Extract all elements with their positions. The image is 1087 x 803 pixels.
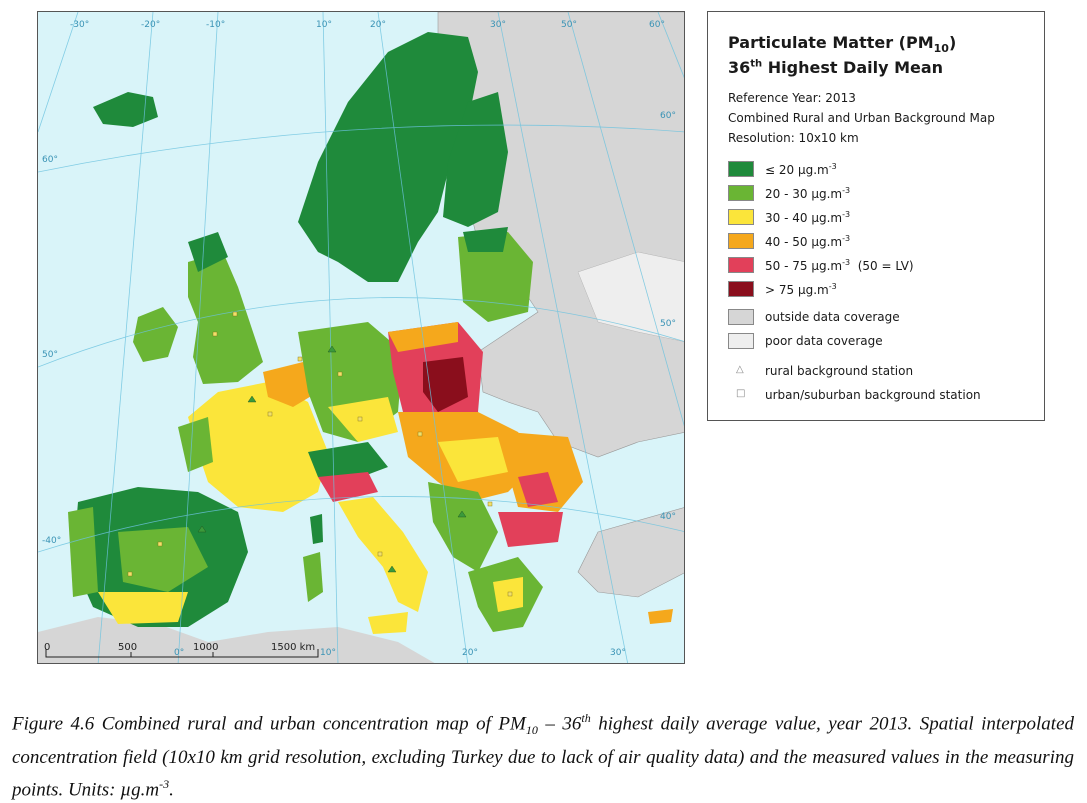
sardinia bbox=[303, 552, 323, 602]
scale-label: 1000 bbox=[193, 642, 219, 653]
scandinavia bbox=[298, 32, 478, 282]
scale-label: 0 bbox=[44, 642, 51, 653]
benelux bbox=[263, 362, 318, 407]
bulgaria bbox=[498, 512, 563, 547]
legend-swatch bbox=[728, 233, 754, 249]
graticule bbox=[38, 12, 684, 663]
legend-class-label: > 75 µg.m-3 bbox=[765, 282, 837, 297]
scotland bbox=[188, 232, 228, 272]
lon-label-bottom: 30° bbox=[610, 648, 626, 658]
romania-hot bbox=[518, 472, 558, 507]
map-canvas bbox=[38, 12, 684, 663]
legend-class-label: 40 - 50 µg.m-3 bbox=[765, 234, 851, 249]
legend-swatch-outside bbox=[728, 309, 754, 325]
germany-south bbox=[328, 397, 398, 442]
poland-core bbox=[423, 357, 468, 412]
scale-bar bbox=[45, 649, 319, 658]
lon-label-bottom: 0° bbox=[174, 648, 185, 658]
lon-label: 20° bbox=[370, 20, 386, 30]
legend-label-poor: poor data coverage bbox=[765, 334, 883, 348]
legend-class-label: 50 - 75 µg.m-3 (50 = LV) bbox=[765, 258, 914, 273]
finland bbox=[443, 92, 508, 227]
scale-label: 500 bbox=[118, 642, 138, 653]
lat-label: 40° bbox=[660, 512, 676, 522]
portugal bbox=[68, 507, 98, 597]
lat-label: 50° bbox=[42, 350, 58, 360]
lon-label-bottom: 10° bbox=[320, 648, 336, 658]
urban-station-markers bbox=[127, 311, 513, 597]
legend-class-label: 20 - 30 µg.m-3 bbox=[765, 186, 851, 201]
lon-label-bottom: 20° bbox=[462, 648, 478, 658]
lon-label: 60° bbox=[649, 20, 665, 30]
outside-coverage-turkey bbox=[577, 507, 684, 598]
france-west bbox=[178, 417, 213, 472]
lat-label: 50° bbox=[660, 319, 676, 329]
legend-swatch-poor bbox=[728, 333, 754, 349]
figure-caption: Figure 4.6 Combined rural and urban conc… bbox=[12, 711, 1075, 801]
legend-label-urban: urban/suburban background station bbox=[765, 388, 981, 402]
lon-label: -20° bbox=[141, 20, 161, 30]
great-britain bbox=[188, 252, 263, 384]
poor-coverage-russia bbox=[577, 251, 684, 342]
cyprus bbox=[648, 609, 673, 624]
ireland bbox=[133, 307, 178, 362]
urban-station-icon: □ bbox=[736, 388, 746, 399]
legend-swatch bbox=[728, 257, 754, 273]
legend-swatch bbox=[728, 209, 754, 225]
pm10-concentration-map[interactable]: -30° -20° -10° 10° 20° 30° 50° 60° 60° 5… bbox=[37, 11, 685, 664]
legend-swatch bbox=[728, 281, 754, 297]
france bbox=[188, 382, 328, 512]
iceland bbox=[93, 92, 158, 127]
scale-label: 1500 km bbox=[271, 642, 316, 653]
map-legend: Particulate Matter (PM10) 36th Highest D… bbox=[707, 11, 1045, 421]
lon-label: -10° bbox=[206, 20, 226, 30]
legend-swatch bbox=[728, 185, 754, 201]
legend-title-line2: 36th Highest Daily Mean bbox=[728, 58, 944, 77]
legend-class-label: 30 - 40 µg.m-3 bbox=[765, 210, 851, 225]
legend-resolution: Resolution: 10x10 km bbox=[728, 131, 859, 145]
legend-swatch bbox=[728, 161, 754, 177]
lon-label: 30° bbox=[490, 20, 506, 30]
rural-station-icon: △ bbox=[736, 364, 744, 375]
baltics bbox=[458, 232, 533, 322]
legend-label-rural: rural background station bbox=[765, 364, 914, 378]
estonia bbox=[463, 227, 508, 252]
rural-station-markers bbox=[197, 345, 467, 573]
legend-title-line1: Particulate Matter (PM10) bbox=[728, 33, 957, 56]
lon-label: -30° bbox=[70, 20, 90, 30]
po-valley bbox=[318, 472, 378, 502]
legend-class-label: ≤ 20 µg.m-3 bbox=[765, 162, 837, 177]
iberia-south bbox=[98, 592, 188, 624]
outside-coverage-africa bbox=[38, 617, 435, 663]
legend-reference-year: Reference Year: 2013 bbox=[728, 91, 856, 105]
italy bbox=[338, 497, 428, 612]
legend-map-type: Combined Rural and Urban Background Map bbox=[728, 111, 995, 125]
lat-label: 60° bbox=[42, 155, 58, 165]
sicily bbox=[368, 612, 408, 634]
lon-label: 50° bbox=[561, 20, 577, 30]
legend-label-outside: outside data coverage bbox=[765, 310, 900, 324]
hungary bbox=[438, 437, 508, 482]
corsica bbox=[310, 514, 323, 544]
lat-label: -40° bbox=[42, 536, 62, 546]
lon-label: 10° bbox=[316, 20, 332, 30]
lat-label: 60° bbox=[660, 111, 676, 121]
